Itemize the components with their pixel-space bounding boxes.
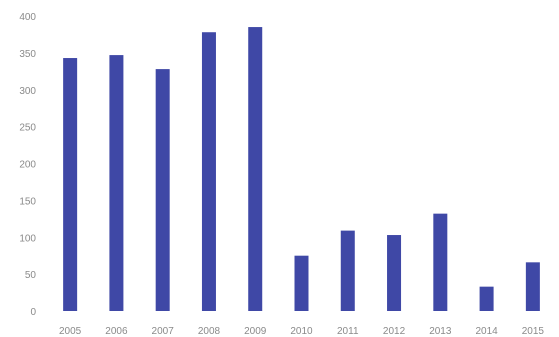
x-tick-label: 2013 [429,326,452,337]
x-tick-label: 2007 [152,326,175,337]
x-tick-label: 2011 [337,326,359,337]
bar-2008 [201,32,216,311]
bar-2006 [109,55,124,312]
y-tick-label: 150 [19,196,36,207]
bar-2007 [155,69,170,311]
bar-2014 [479,286,494,311]
y-tick-label: 0 [30,307,36,318]
x-tick-label: 2005 [59,326,82,337]
y-tick-label: 400 [19,12,36,23]
x-tick-label: 2008 [198,326,221,337]
y-axis-ticks: 0 50 100 150 200 250 300 350 400 [19,12,36,318]
y-tick-label: 200 [19,160,36,171]
x-axis-ticks: 2005 2006 2007 2008 2009 2010 2011 2012 2013 2014… [59,326,544,337]
x-tick-label: 2010 [290,326,313,337]
bar-2015 [525,262,540,311]
bar-2012 [387,235,402,311]
y-tick-label: 100 [19,233,36,244]
x-tick-label: 2014 [475,326,498,337]
bars [63,27,540,312]
bar-2011 [340,230,355,311]
bar-2009 [248,27,263,311]
y-tick-label: 250 [19,123,36,134]
x-tick-label: 2015 [522,326,545,337]
y-tick-label: 300 [19,86,36,97]
x-tick-label: 2012 [383,326,406,337]
bar-2010 [294,255,309,311]
bar-2013 [433,213,448,311]
y-tick-label: 50 [25,270,37,281]
x-tick-label: 2006 [105,326,128,337]
x-tick-label: 2009 [244,326,267,337]
bar-2005 [63,58,78,311]
y-tick-label: 350 [19,49,36,60]
